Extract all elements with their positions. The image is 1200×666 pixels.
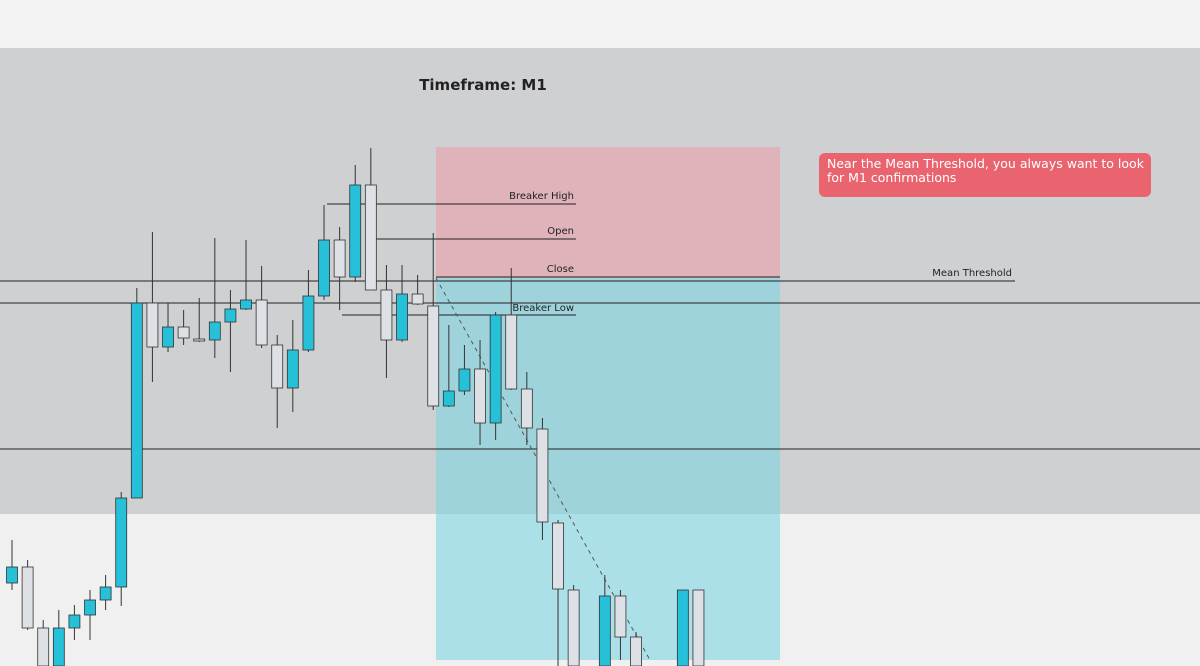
callout-text: Near the Mean Threshold, you always want…: [827, 157, 1144, 185]
candle-body: [598, 595, 611, 666]
chart-title: Timeframe: M1: [419, 76, 547, 94]
candle-body: [676, 589, 689, 666]
candle-body: [318, 239, 330, 297]
top-bar: [0, 0, 1200, 48]
candle-body: [333, 239, 346, 278]
candle-body: [255, 299, 268, 346]
candle-body: [567, 589, 580, 666]
candle-body: [21, 566, 34, 629]
candle-body: [474, 368, 486, 424]
candles: [6, 148, 705, 666]
candle-body: [692, 589, 705, 666]
candle-body: [208, 321, 221, 341]
candle-body: [520, 388, 533, 429]
candle-body: [396, 293, 408, 341]
candle-body: [240, 299, 252, 310]
candle-body: [427, 305, 440, 407]
candle-body: [489, 314, 502, 424]
candle-body: [130, 302, 143, 499]
candle-body: [37, 627, 50, 666]
candle-body: [286, 349, 299, 389]
candle-body: [146, 302, 159, 348]
candle-body: [224, 308, 237, 323]
candle-body: [442, 390, 455, 407]
risk-zone: [436, 147, 780, 278]
candle-body: [380, 289, 393, 341]
annotation: Breaker Low: [512, 303, 574, 314]
candle-body: [302, 295, 315, 351]
candle-body: [177, 326, 190, 339]
annotation: Open: [547, 226, 574, 237]
candle-body: [614, 595, 627, 638]
candle-body: [162, 326, 174, 348]
annotation: Breaker High: [509, 191, 574, 202]
candle-body: [193, 338, 206, 342]
candle-body: [84, 599, 96, 616]
candle-body: [349, 184, 362, 278]
callout: Near the Mean Threshold, you always want…: [827, 157, 1144, 185]
candle-body: [115, 497, 128, 588]
candle-body: [271, 344, 284, 389]
annotation: Close: [547, 264, 574, 275]
candle-body: [536, 428, 549, 523]
candle-body: [99, 586, 112, 601]
candle-body: [364, 184, 377, 291]
candle-body: [505, 314, 518, 390]
candle-body: [630, 636, 642, 666]
candle-body: [68, 614, 81, 629]
candle-body: [552, 522, 564, 590]
callout-box: [819, 153, 1151, 197]
candle-body: [52, 627, 65, 666]
annotation: Mean Threshold: [932, 268, 1012, 279]
candle-body: [6, 566, 18, 584]
candle-body: [411, 293, 424, 305]
candle-body: [458, 368, 471, 392]
